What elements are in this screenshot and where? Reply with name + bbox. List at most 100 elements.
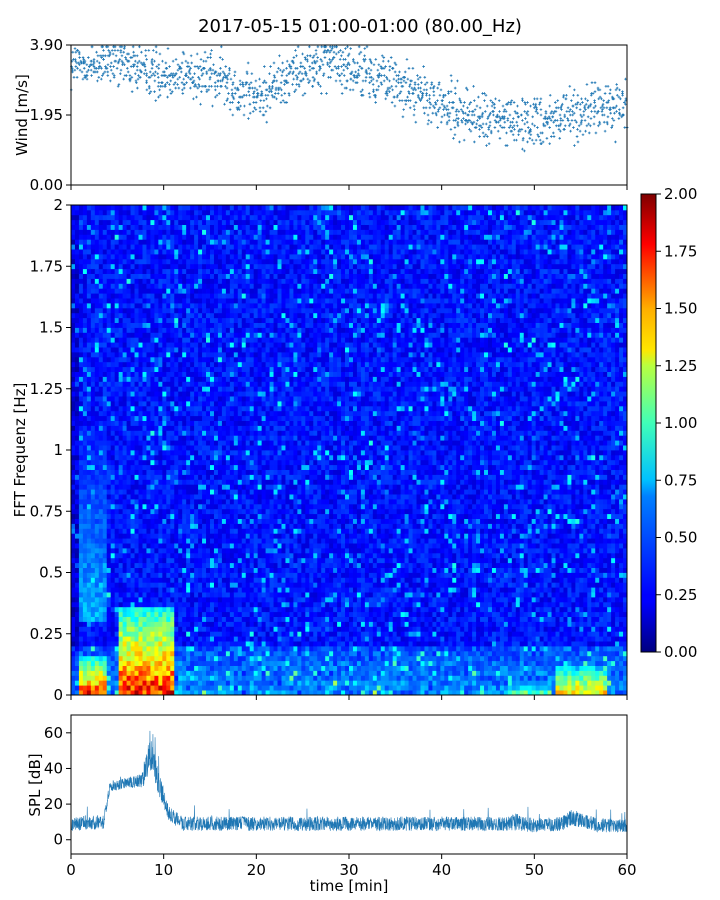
wind-point [422, 88, 426, 92]
spectrogram-cell [142, 616, 147, 622]
spectrogram-cell [110, 631, 116, 637]
spectrogram-cell [146, 641, 151, 647]
wind-point [204, 84, 207, 88]
spectrogram-cell [114, 273, 120, 279]
spectrogram-cell [74, 293, 80, 299]
spectrogram-cell [78, 337, 84, 343]
wind-point [372, 63, 376, 67]
spectrogram-cell [118, 386, 124, 392]
spectrogram-cell [174, 533, 179, 539]
spectrogram-cell [106, 670, 112, 676]
spectrogram-cell [134, 361, 139, 368]
spectrogram-cell [118, 405, 124, 412]
spectrogram-cell [158, 533, 163, 539]
wind-point [148, 92, 151, 95]
spectrogram-cell [194, 552, 199, 559]
spectrogram-cell [162, 543, 167, 549]
spectrogram-cell [150, 641, 155, 647]
spectrogram-cell [102, 337, 108, 343]
wind-point [87, 68, 90, 72]
spectrogram-cell [126, 386, 131, 392]
spectrogram-cell [150, 229, 155, 235]
spectrogram-cell [71, 616, 76, 622]
wind-point [238, 83, 242, 86]
wind-point [170, 90, 174, 93]
spectrogram-cell [166, 621, 171, 627]
spectrogram-cell [126, 474, 131, 480]
spectrogram-cell [142, 366, 147, 372]
spectrogram-cell [202, 665, 207, 671]
spectrogram-cell [138, 533, 143, 539]
spectrogram-cell [130, 376, 135, 382]
spectrogram-cell [114, 322, 120, 328]
wind-point [128, 74, 132, 77]
spectrogram-cell [182, 562, 187, 568]
wind-point [576, 140, 580, 144]
spectrogram-cell [114, 268, 120, 274]
spectrogram-cell [154, 562, 159, 568]
wind-point [73, 47, 77, 50]
spectrogram-cell [78, 592, 84, 598]
wind-point [432, 90, 436, 93]
spectrogram-cell [122, 611, 127, 617]
spectrogram-cell [86, 601, 92, 608]
spectrogram-cell [190, 322, 195, 328]
spectrogram-cell [90, 312, 96, 319]
spectrogram-cell [146, 268, 151, 274]
spectrogram-cell [158, 572, 163, 578]
spectrogram-cell [170, 660, 175, 666]
spectrogram-cell [162, 224, 167, 230]
spectrogram-cell [71, 538, 76, 544]
wind-point [491, 101, 494, 104]
spectrogram-cell [198, 415, 203, 421]
spectrogram-cell [134, 675, 139, 681]
wind-point [188, 72, 192, 76]
wind-point [438, 93, 442, 97]
spectrogram-cell [74, 469, 80, 475]
wind-point [405, 58, 409, 61]
spectrogram-cell [146, 396, 151, 402]
wind-point [301, 93, 305, 97]
spectrogram-cell [78, 616, 84, 622]
spectrogram-cell [102, 474, 108, 480]
spectrogram-cell [71, 641, 76, 647]
spectrogram-cell [122, 616, 127, 622]
spectrogram-cell [106, 582, 112, 588]
wind-point [584, 102, 588, 106]
spectrogram-cell [146, 494, 151, 500]
spectrogram-cell [134, 420, 139, 426]
spectrogram-cell [142, 376, 147, 382]
spectrogram-cell [146, 258, 151, 265]
wind-point [589, 93, 593, 97]
spectrogram-cell [150, 538, 155, 544]
spectrogram-cell [150, 587, 155, 593]
spectrogram-cell [170, 224, 175, 230]
wind-point [523, 149, 526, 153]
spectrogram-cell [90, 616, 96, 622]
spectrogram-cell [142, 489, 147, 495]
spectrogram-cell [110, 445, 116, 451]
spectrogram-cell [78, 636, 84, 642]
spectrogram-cell [194, 454, 199, 461]
wind-point [263, 79, 266, 83]
spectrogram-cell [138, 626, 143, 632]
spectrogram-cell [198, 401, 203, 407]
spectrogram-cell [90, 303, 96, 309]
spectrogram-cell [130, 503, 135, 510]
spectrogram-cell [86, 464, 92, 470]
wind-point [130, 56, 134, 59]
spectrogram-cell [90, 513, 96, 519]
wind-point [185, 81, 188, 84]
spectrogram-cell [74, 268, 80, 274]
spectrogram-cell [118, 479, 124, 485]
spectrogram-cell [98, 518, 104, 524]
spectrogram-cell [182, 459, 187, 466]
wind-point [309, 54, 312, 58]
spectrogram-cell [102, 621, 108, 627]
spectrogram-cell [126, 562, 131, 568]
spectrogram-cell [198, 425, 203, 431]
wind-point [507, 126, 511, 129]
wind-point [315, 59, 319, 63]
spectrogram-cell [71, 587, 76, 593]
wind-point [345, 86, 348, 90]
